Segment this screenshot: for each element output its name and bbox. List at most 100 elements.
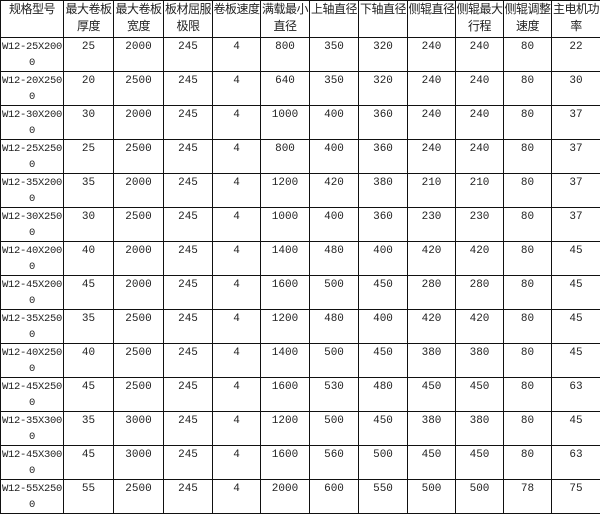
- value-cell: 380: [456, 344, 504, 378]
- column-header: 板材屈服极限: [164, 1, 213, 38]
- value-cell: 1400: [261, 344, 310, 378]
- value-cell: 640: [261, 72, 310, 106]
- value-cell: 1000: [261, 208, 310, 242]
- value-cell: 2000: [114, 242, 164, 276]
- value-cell: 380: [408, 412, 456, 446]
- value-cell: 35: [64, 412, 114, 446]
- value-cell: 45: [552, 310, 600, 344]
- value-cell: 40: [64, 344, 114, 378]
- header-row: 规格型号最大卷板厚度最大卷板宽度板材屈服极限卷板速度满载最小直径上轴直径下轴直径…: [1, 1, 600, 38]
- value-cell: 480: [310, 242, 359, 276]
- column-header: 卷板速度: [213, 1, 261, 38]
- value-cell: 245: [164, 106, 213, 140]
- value-cell: 80: [504, 140, 552, 174]
- value-cell: 37: [552, 208, 600, 242]
- value-cell: 450: [408, 446, 456, 480]
- column-header: 侧辊最大行程: [456, 1, 504, 38]
- value-cell: 500: [310, 276, 359, 310]
- value-cell: 4: [213, 174, 261, 208]
- value-cell: 80: [504, 242, 552, 276]
- value-cell: 380: [408, 344, 456, 378]
- value-cell: 245: [164, 38, 213, 72]
- value-cell: 420: [408, 242, 456, 276]
- value-cell: 800: [261, 140, 310, 174]
- model-cell: W12-40X2500: [1, 344, 64, 378]
- column-header: 侧辊调整速度: [504, 1, 552, 38]
- value-cell: 500: [408, 480, 456, 514]
- value-cell: 550: [359, 480, 408, 514]
- value-cell: 245: [164, 310, 213, 344]
- model-cell: W12-25X2500: [1, 140, 64, 174]
- value-cell: 420: [310, 174, 359, 208]
- value-cell: 45: [552, 242, 600, 276]
- value-cell: 4: [213, 378, 261, 412]
- value-cell: 80: [504, 174, 552, 208]
- value-cell: 500: [310, 344, 359, 378]
- value-cell: 2000: [114, 106, 164, 140]
- column-header: 最大卷板宽度: [114, 1, 164, 38]
- column-header: 满载最小直径: [261, 1, 310, 38]
- value-cell: 420: [408, 310, 456, 344]
- value-cell: 380: [456, 412, 504, 446]
- value-cell: 450: [359, 344, 408, 378]
- value-cell: 560: [310, 446, 359, 480]
- value-cell: 63: [552, 378, 600, 412]
- value-cell: 800: [261, 38, 310, 72]
- value-cell: 450: [359, 276, 408, 310]
- value-cell: 2000: [114, 174, 164, 208]
- value-cell: 245: [164, 446, 213, 480]
- model-cell: W12-35X3000: [1, 412, 64, 446]
- value-cell: 80: [504, 208, 552, 242]
- value-cell: 55: [64, 480, 114, 514]
- value-cell: 80: [504, 310, 552, 344]
- value-cell: 450: [408, 378, 456, 412]
- column-header: 下轴直径: [359, 1, 408, 38]
- model-cell: W12-30X2500: [1, 208, 64, 242]
- value-cell: 240: [408, 106, 456, 140]
- value-cell: 25: [64, 38, 114, 72]
- value-cell: 280: [456, 276, 504, 310]
- value-cell: 320: [359, 38, 408, 72]
- value-cell: 45: [552, 344, 600, 378]
- value-cell: 4: [213, 208, 261, 242]
- value-cell: 400: [310, 140, 359, 174]
- value-cell: 240: [456, 140, 504, 174]
- value-cell: 1600: [261, 276, 310, 310]
- value-cell: 245: [164, 242, 213, 276]
- model-cell: W12-45X3000: [1, 446, 64, 480]
- value-cell: 2500: [114, 72, 164, 106]
- value-cell: 240: [456, 72, 504, 106]
- value-cell: 2000: [261, 480, 310, 514]
- value-cell: 500: [359, 446, 408, 480]
- value-cell: 30: [64, 106, 114, 140]
- value-cell: 240: [408, 38, 456, 72]
- value-cell: 420: [456, 310, 504, 344]
- value-cell: 240: [456, 106, 504, 140]
- model-cell: W12-45X2500: [1, 378, 64, 412]
- value-cell: 1200: [261, 174, 310, 208]
- value-cell: 1200: [261, 412, 310, 446]
- value-cell: 450: [359, 412, 408, 446]
- value-cell: 350: [310, 72, 359, 106]
- value-cell: 80: [504, 72, 552, 106]
- value-cell: 4: [213, 106, 261, 140]
- value-cell: 45: [64, 378, 114, 412]
- value-cell: 3000: [114, 412, 164, 446]
- value-cell: 360: [359, 208, 408, 242]
- column-header: 最大卷板厚度: [64, 1, 114, 38]
- column-header: 侧辊直径: [408, 1, 456, 38]
- value-cell: 400: [310, 106, 359, 140]
- value-cell: 360: [359, 140, 408, 174]
- value-cell: 80: [504, 276, 552, 310]
- model-cell: W12-55X2500: [1, 480, 64, 514]
- value-cell: 500: [310, 412, 359, 446]
- value-cell: 245: [164, 208, 213, 242]
- value-cell: 2500: [114, 480, 164, 514]
- value-cell: 37: [552, 140, 600, 174]
- value-cell: 1200: [261, 310, 310, 344]
